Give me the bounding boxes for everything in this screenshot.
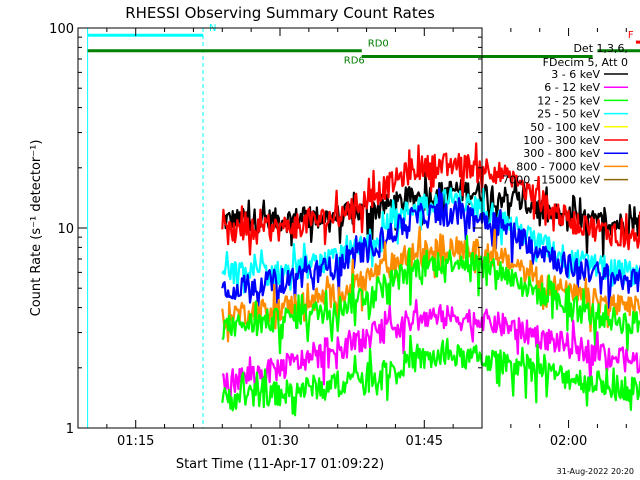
y-tick-label: 1 <box>66 422 74 437</box>
x-axis-label: Start Time (11-Apr-17 01:09:22) <box>176 457 384 472</box>
legend-entry-label: 100 - 300 keV <box>523 134 600 147</box>
state-label-rd6: RD6 <box>344 56 365 67</box>
y-tick-label: 10 <box>57 222 74 237</box>
y-tick-label: 100 <box>49 22 74 37</box>
state-label-f: F <box>628 30 634 41</box>
legend-entry-label: 800 - 7000 keV <box>516 160 600 173</box>
legend-entry-label: 12 - 25 keV <box>537 94 600 107</box>
legend-header-1: Det 1,3,6, <box>573 42 628 55</box>
legend-header-2: FDecim 5, Att 0 <box>543 56 628 69</box>
legend-entry-label: 300 - 800 keV <box>523 147 600 160</box>
chart-title: RHESSI Observing Summary Count Rates <box>125 4 435 22</box>
series-line-5 <box>221 226 640 343</box>
x-tick-label: 02:00 <box>550 434 587 449</box>
series-line-4 <box>221 187 640 316</box>
series-line-7 <box>222 299 640 404</box>
series-line-6 <box>221 234 640 355</box>
legend-entry-label: 7000 - 15000 keV <box>502 174 600 187</box>
x-tick-label: 01:45 <box>406 434 443 449</box>
x-tick-label: 01:15 <box>117 434 154 449</box>
state-label-rd0: RD0 <box>368 39 389 50</box>
series-line-8 <box>221 334 640 417</box>
footer-timestamp: 31-Aug-2022 20:20 <box>557 467 634 476</box>
state-label-n: N <box>209 23 216 34</box>
legend-entry-label: 3 - 6 keV <box>551 68 600 81</box>
series-line-2 <box>221 142 640 256</box>
x-tick-label: 01:30 <box>261 434 298 449</box>
legend-entry-label: 50 - 100 keV <box>530 121 600 134</box>
y-axis: 1 10 100 <box>49 22 482 437</box>
legend-entry-label: 6 - 12 keV <box>544 81 600 94</box>
legend-entry-label: 25 - 50 keV <box>537 108 600 121</box>
y-axis-label: Count Rate (s⁻¹ detector⁻¹) <box>29 140 44 317</box>
